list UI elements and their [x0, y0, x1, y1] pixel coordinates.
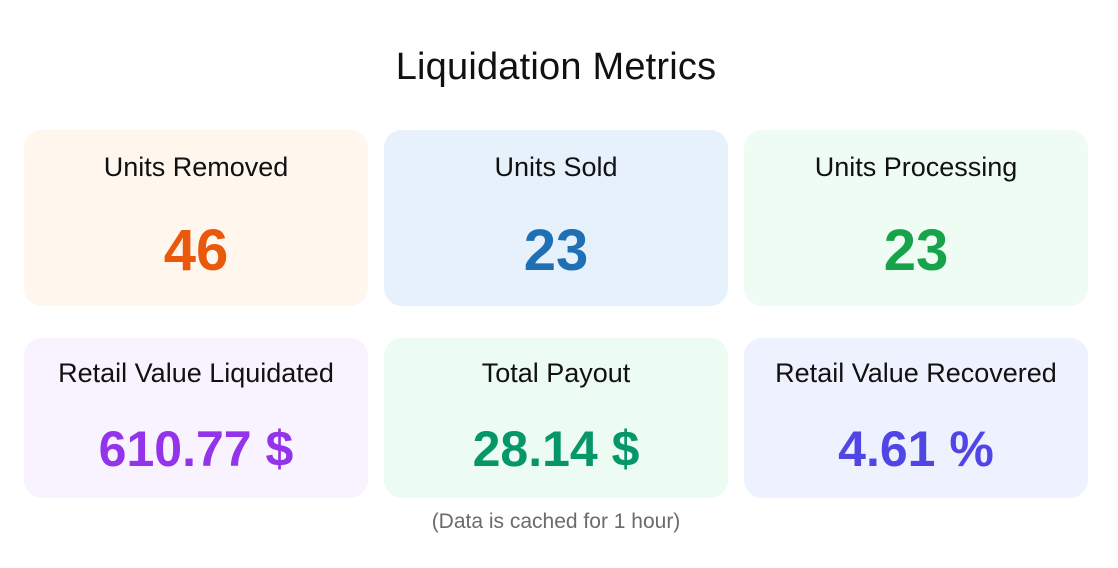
metric-label: Total Payout [481, 358, 631, 388]
metric-label: Retail Value Liquidated [58, 358, 334, 388]
metric-label: Retail Value Recovered [775, 358, 1057, 388]
metric-value: 4.61 % [838, 421, 994, 477]
metric-card-total-payout: Total Payout 28.14 $ [384, 338, 728, 498]
page-title: Liquidation Metrics [395, 46, 717, 88]
metric-label: Units Removed [103, 152, 289, 182]
metric-card-retail-value-liquidated: Retail Value Liquidated 610.77 $ [24, 338, 368, 498]
cache-footnote: (Data is cached for 1 hour) [431, 510, 681, 533]
metrics-grid: Units Removed 46 Units Sold 23 Units Pro… [24, 130, 1088, 498]
metric-label: Units Sold [494, 152, 618, 182]
metric-value: 28.14 $ [472, 421, 640, 477]
metric-label: Units Processing [814, 152, 1018, 182]
metric-card-units-removed: Units Removed 46 [24, 130, 368, 306]
metric-card-units-sold: Units Sold 23 [384, 130, 728, 306]
metric-value: 610.77 $ [98, 421, 294, 477]
metric-card-units-processing: Units Processing 23 [744, 130, 1088, 306]
metric-value: 46 [163, 218, 229, 283]
metric-value: 23 [883, 218, 949, 283]
metric-card-retail-value-recovered: Retail Value Recovered 4.61 % [744, 338, 1088, 498]
metric-value: 23 [523, 218, 589, 283]
